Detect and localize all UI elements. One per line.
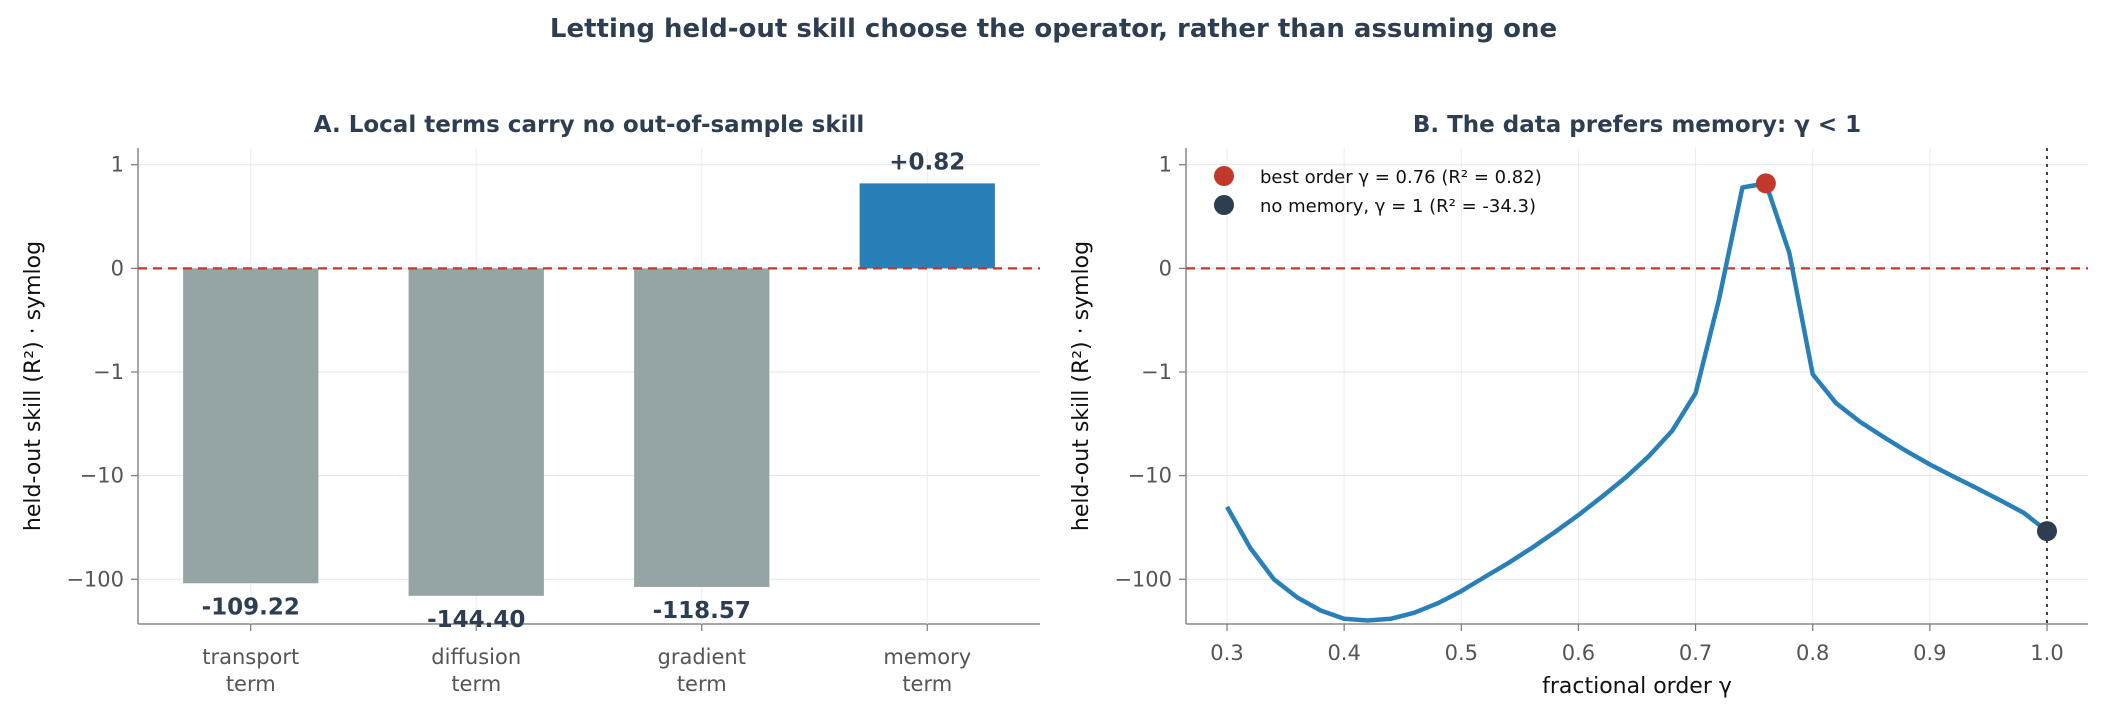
- panel-b-marker: [2037, 521, 2057, 542]
- panel-a-bar: [183, 268, 319, 584]
- panel-a-xtick-label: term: [902, 672, 952, 696]
- panel-b-xtick-label: 0.8: [1796, 641, 1829, 665]
- panel-b-xlabel: fractional order γ: [1542, 674, 1732, 699]
- panel-a-title: A. Local terms carry no out-of-sample sk…: [314, 112, 865, 138]
- panel-a-ytick-label: 0: [111, 256, 124, 280]
- panel-b: 1 0 −1 −10 −100 B. The data prefers memory: γ…: [1069, 112, 2088, 699]
- panel-b-ytick-label: 0: [1159, 256, 1172, 280]
- figure-title: Letting held-out skill choose the operat…: [549, 14, 1558, 44]
- panel-b-xtick-label: 0.9: [1913, 641, 1946, 665]
- panel-a-value-label: -118.57: [653, 598, 751, 624]
- panel-b-skill-curve: [1225, 181, 2049, 623]
- panel-b-ylabel: held-out skill (R²) · symlog: [1069, 241, 1094, 531]
- panel-b-legend-marker: [1214, 166, 1234, 186]
- panel-a-ytick-label: −1: [93, 360, 124, 384]
- panel-b-xtick-label: 0.6: [1562, 641, 1595, 665]
- panel-b-xtick-label: 0.4: [1327, 641, 1360, 665]
- panel-a-value-label: -109.22: [202, 594, 300, 620]
- panel-b-legend-marker: [1214, 195, 1234, 215]
- panel-b-legend-label: best order γ = 0.76 (R² = 0.82): [1260, 167, 1542, 188]
- panel-a-xtick-label: term: [226, 672, 276, 696]
- panel-b-xtick-label: 1.0: [2030, 641, 2063, 665]
- panel-b-marker: [1755, 173, 1776, 194]
- panel-a-bar: [408, 268, 544, 596]
- panel-b-ytick-label: −10: [1128, 464, 1172, 488]
- panel-a-xtick-label: transport: [202, 645, 299, 669]
- panel-b-ytick-label: −1: [1141, 360, 1172, 384]
- panel-a-bar: [859, 183, 995, 269]
- panel-a-xtick-label: gradient: [658, 645, 746, 669]
- panel-a-ylabel: held-out skill (R²) · symlog: [21, 241, 46, 531]
- panel-a-value-label: +0.82: [889, 149, 965, 175]
- panel-a-xtick-label: diffusion: [431, 645, 521, 669]
- panel-a-ytick-label: −10: [80, 464, 124, 488]
- panel-b-legend-label: no memory, γ = 1 (R² = -34.3): [1260, 196, 1536, 217]
- panel-b-xtick-label: 0.7: [1679, 641, 1712, 665]
- panel-a: 1 0 −1 −10 −100 A. Local terms carry no out-o…: [21, 112, 1040, 696]
- panel-b-ytick-label: 1: [1159, 153, 1172, 177]
- panel-a-bar: [634, 268, 770, 587]
- panel-a-xtick-label: memory: [883, 645, 971, 669]
- panel-b-title: B. The data prefers memory: γ < 1: [1413, 112, 1861, 138]
- panel-a-ytick-label: 1: [111, 153, 124, 177]
- panel-b-xtick-label: 0.5: [1445, 641, 1478, 665]
- panel-a-ytick-label: −100: [66, 567, 124, 591]
- panel-b-xtick-label: 0.3: [1210, 641, 1243, 665]
- panel-a-xtick-label: term: [451, 672, 501, 696]
- panel-b-ytick-label: −100: [1114, 567, 1172, 591]
- panel-a-xtick-label: term: [677, 672, 727, 696]
